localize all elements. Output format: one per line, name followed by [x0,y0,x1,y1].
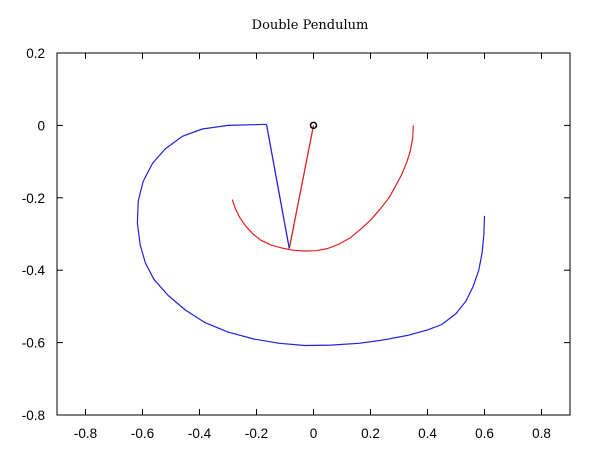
trace-bob2 [136,123,486,347]
plot-frame [56,52,571,416]
trace-bob1 [231,125,414,252]
x-tick-label: 0.8 [532,426,551,441]
y-tick-label: -0.2 [22,191,45,206]
x-tick-label: -0.2 [245,426,268,441]
x-tick-label: -0.8 [74,426,97,441]
y-tick-label: 0 [37,118,45,133]
y-tick-label: 0.2 [26,46,45,61]
rod-upper [288,125,315,249]
x-tick-label: -0.4 [188,426,212,441]
plot-area [136,121,486,347]
rod-lower [265,124,290,249]
chart-title: Double Pendulum [252,18,369,33]
x-tick-label: 0.6 [475,426,494,441]
y-tick-label: -0.8 [22,408,45,423]
plot-axes: -0.8 -0.6 -0.4 -0.2 0 0.2 0.4 0.6 0.8 0.2 0 -0.2 -0.… [22,46,571,441]
x-tick-label: 0 [310,426,318,441]
y-tick-label: -0.6 [22,336,45,351]
pivot-marker [309,121,318,130]
x-tick-label: 0.2 [361,426,380,441]
x-tick-label: 0.4 [418,426,437,441]
x-tick-label: -0.6 [131,426,154,441]
y-tick-label: -0.4 [22,263,46,278]
